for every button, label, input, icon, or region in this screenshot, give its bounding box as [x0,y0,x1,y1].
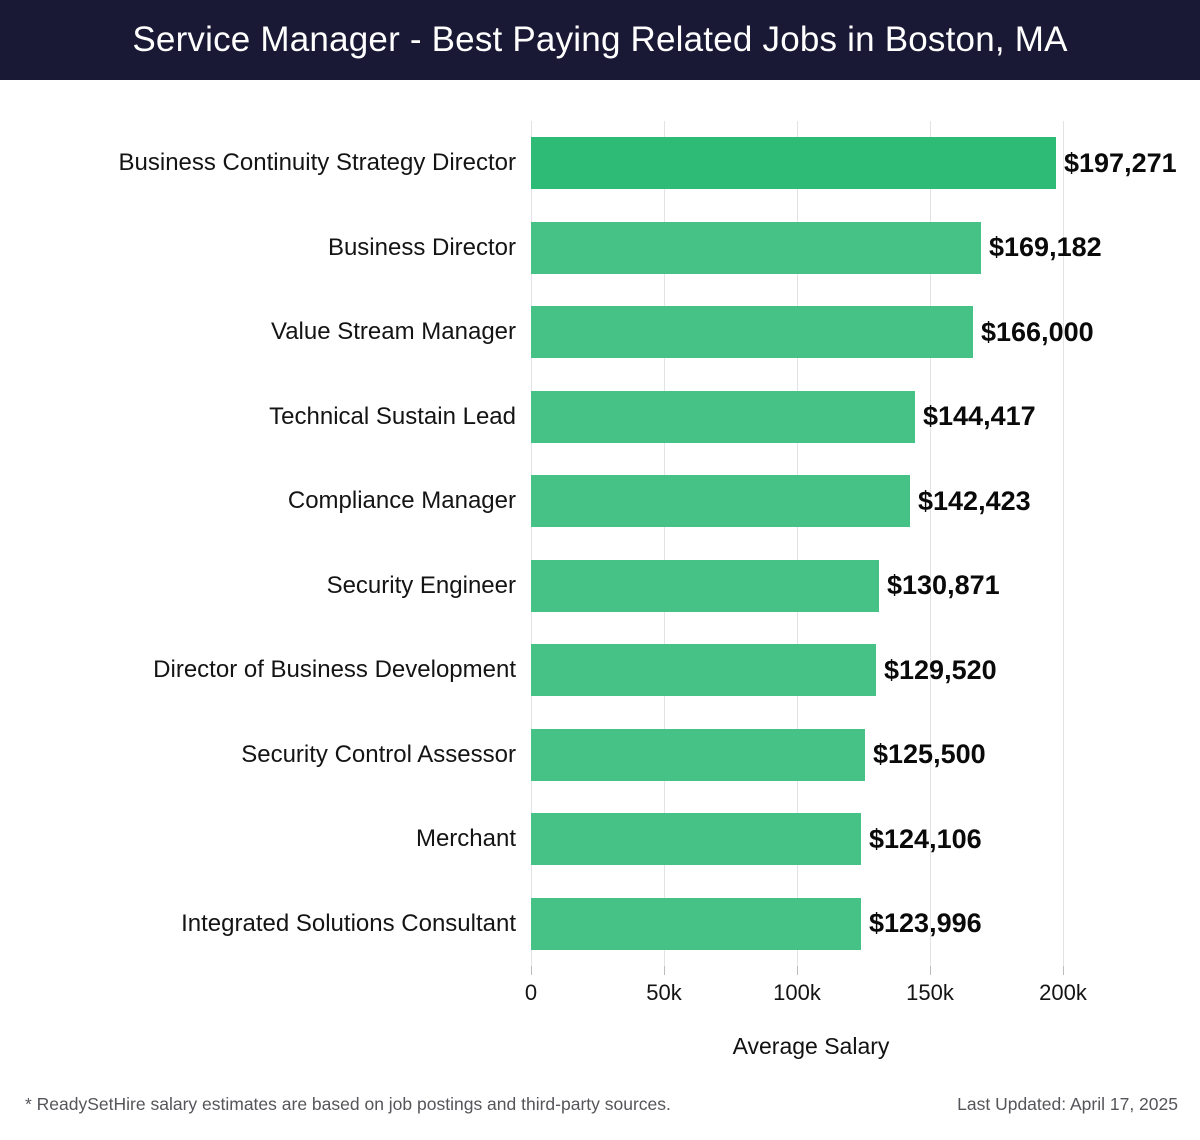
job-label: Business Continuity Strategy Director [118,149,517,177]
bar-zone: $144,417 [516,375,1200,460]
job-label: Compliance Manager [287,487,516,515]
job-label: Director of Business Development [153,656,516,684]
salary-value-label: $130,871 [887,570,1000,601]
salary-value-label: $125,500 [873,739,986,770]
salary-bar [531,644,876,697]
axis-tick [531,966,532,975]
salary-bar [531,475,910,528]
bar-zone: $129,520 [516,628,1200,713]
salary-bar [531,559,879,612]
bar-row: Business Continuity Strategy Director $19… [0,121,1200,206]
bar-row: Compliance Manager $142,423 [0,459,1200,544]
bar-zone: $123,996 [516,882,1200,967]
bar-zone: $166,000 [516,290,1200,375]
salary-value-label: $129,520 [884,654,997,685]
salary-value-label: $169,182 [989,232,1102,263]
bar-rows: Business Continuity Strategy Director $19… [0,121,1200,966]
axis-tick-label: 150k [906,980,954,1005]
footer-disclaimer: * ReadySetHire salary estimates are base… [25,1094,671,1114]
bar-row: Security Control Assessor $125,500 [0,713,1200,798]
salary-value-label: $123,996 [869,908,982,939]
axis-tick-label: 0 [524,980,538,1005]
salary-bar [531,728,865,781]
salary-bar [531,897,861,950]
gridline [1063,121,1064,966]
header-banner: Service Manager - Best Paying Related Jo… [0,0,1200,80]
job-label: Value Stream Manager [270,318,516,346]
job-label: Security Control Assessor [241,740,516,768]
job-label: Security Engineer [326,571,516,599]
bar-row: Value Stream Manager $166,000 [0,290,1200,375]
salary-bar [531,221,981,274]
gridline [930,121,931,966]
axis-tick [797,966,798,975]
salary-bar [531,813,861,866]
job-label: Technical Sustain Lead [269,402,516,430]
bar-row: Technical Sustain Lead $144,417 [0,375,1200,460]
bar-row: Integrated Solutions Consultant $123,996 [0,882,1200,967]
bar-zone: $124,106 [516,797,1200,882]
job-label: Integrated Solutions Consultant [181,909,516,937]
axis-tick [664,966,665,975]
chart-title: Service Manager - Best Paying Related Jo… [132,20,1068,59]
x-axis-title: Average Salary [732,1033,890,1059]
salary-bar [531,390,915,443]
gridline [664,121,665,966]
bar-zone: $197,271 [516,121,1200,206]
bar-row: Security Engineer $130,871 [0,544,1200,629]
bar-zone: $130,871 [516,544,1200,629]
salary-value-label: $197,271 [1064,147,1177,178]
gridline [531,121,532,966]
axis-tick-label: 50k [646,980,682,1005]
bar-zone: $142,423 [516,459,1200,544]
salary-bar [531,306,973,359]
axis-tick-label: 200k [1039,980,1087,1005]
footer-last-updated: Last Updated: April 17, 2025 [957,1094,1178,1114]
salary-value-label: $124,106 [869,823,982,854]
axis-tick [1063,966,1064,975]
bar-zone: $125,500 [516,713,1200,798]
bar-row: Merchant $124,106 [0,797,1200,882]
job-label: Business Director [327,233,516,261]
salary-value-label: $144,417 [923,401,1036,432]
axis-tick-label: 100k [773,980,821,1005]
salary-value-label: $142,423 [918,485,1031,516]
gridline [797,121,798,966]
salary-bar [531,137,1056,190]
axis-tick [930,966,931,975]
bar-row: Director of Business Development $129,520 [0,628,1200,713]
bar-zone: $169,182 [516,206,1200,291]
job-label: Merchant [415,825,516,853]
bar-row: Business Director $169,182 [0,206,1200,291]
salary-value-label: $166,000 [981,316,1094,347]
